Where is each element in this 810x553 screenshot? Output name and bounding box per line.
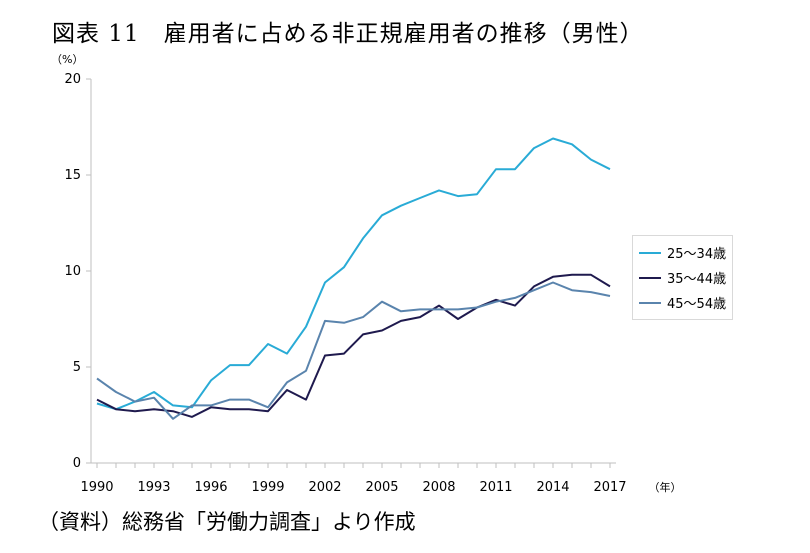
source-note: （資料）総務省「労働力調査」より作成 bbox=[38, 510, 416, 534]
x-tick-label: 2008 bbox=[422, 480, 455, 495]
legend-label: 25〜34歳 bbox=[667, 247, 727, 262]
x-tick-label: 2011 bbox=[479, 480, 512, 495]
x-tick-label: 2014 bbox=[536, 480, 569, 495]
x-tick-label: 2017 bbox=[593, 480, 626, 495]
y-tick-label: 0 bbox=[73, 456, 81, 471]
legend-label: 45〜54歳 bbox=[667, 297, 727, 312]
series-line-3 bbox=[96, 281, 611, 420]
y-tick-label: 5 bbox=[73, 360, 81, 375]
y-tick-label: 20 bbox=[64, 72, 81, 87]
y-tick-label: 10 bbox=[64, 264, 81, 279]
y-axis-unit: （%） bbox=[51, 53, 83, 66]
legend-label: 35〜44歳 bbox=[667, 272, 727, 287]
y-tick-label: 15 bbox=[64, 168, 81, 183]
x-tick-label: 2005 bbox=[365, 480, 398, 495]
line-chart: 0 5 10 15 20 （%） 1990 1993 1996 1999 2002 2005 2008 2… bbox=[51, 53, 682, 495]
x-tick-label: 1999 bbox=[251, 480, 284, 495]
x-tick-label: 1990 bbox=[80, 480, 113, 495]
legend-swatch bbox=[639, 276, 661, 279]
legend-item: 35〜44歳 bbox=[639, 265, 726, 290]
legend-item: 25〜34歳 bbox=[639, 240, 726, 265]
series-line-2 bbox=[96, 273, 611, 418]
legend-swatch bbox=[639, 301, 661, 304]
legend: 25〜34歳 35〜44歳 45〜54歳 bbox=[632, 235, 734, 320]
legend-swatch bbox=[639, 251, 661, 254]
series-line-1 bbox=[96, 137, 611, 411]
chart-title: 図表 11 雇用者に占める非正規雇用者の推移（男性） bbox=[52, 21, 644, 47]
x-tick-label: 1993 bbox=[137, 480, 170, 495]
x-axis-unit: （年） bbox=[649, 480, 682, 494]
legend-item: 45〜54歳 bbox=[639, 290, 726, 315]
x-tick-label: 1996 bbox=[194, 480, 227, 495]
x-tick-label: 2002 bbox=[308, 480, 341, 495]
